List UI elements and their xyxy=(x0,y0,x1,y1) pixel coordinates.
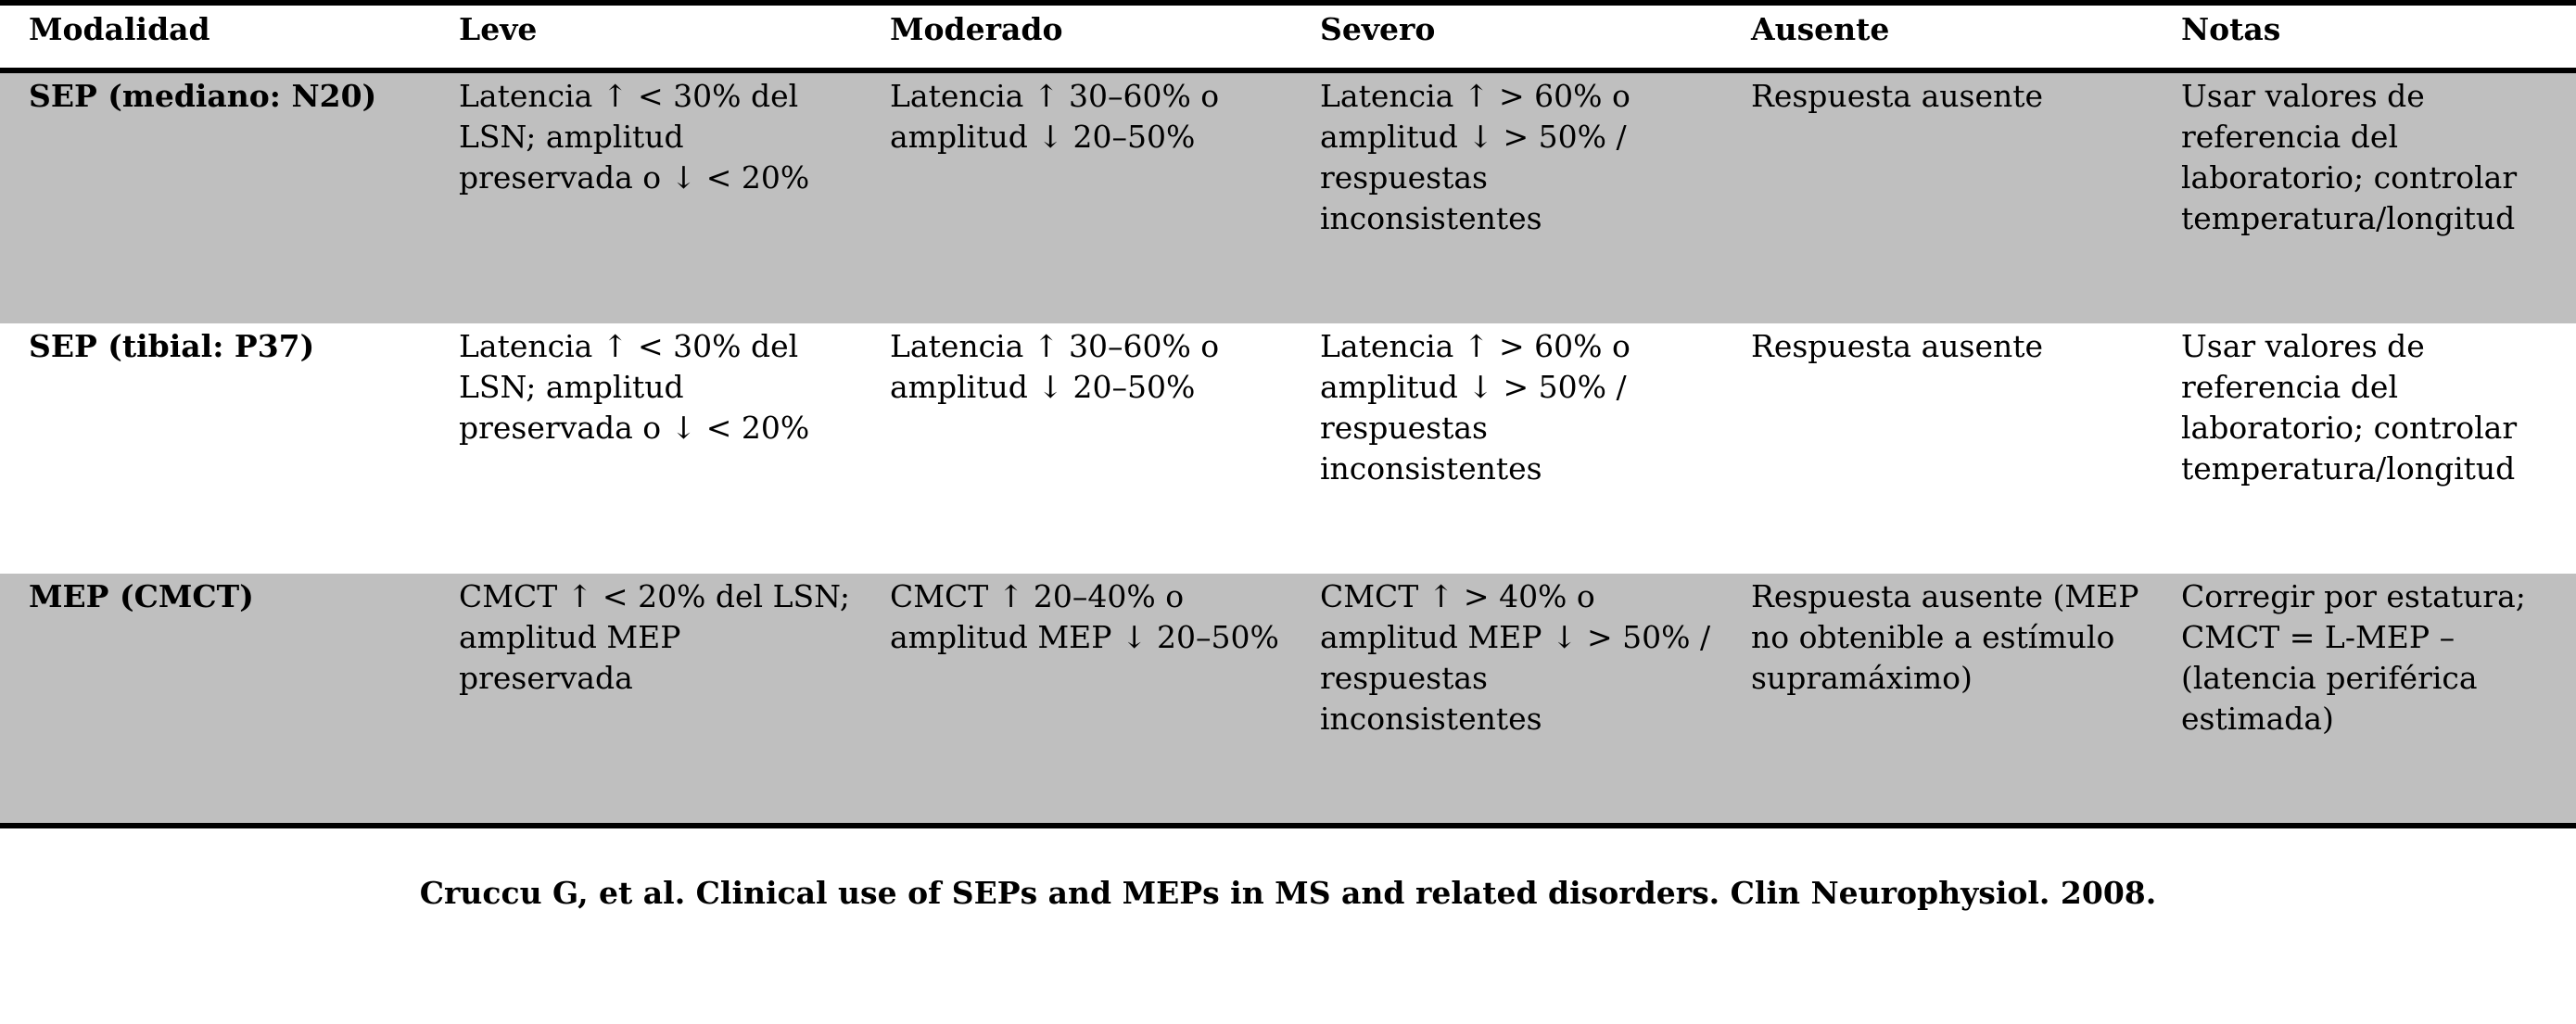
table-row: SEP (tibial: P37) Latencia ↑ < 30% del L… xyxy=(0,323,2576,574)
cell-leve: Latencia ↑ < 30% del LSN; amplitud prese… xyxy=(459,328,810,446)
cell-severo: Latencia ↑ > 60% o amplitud ↓ > 50% / re… xyxy=(1320,328,1631,487)
cell-ausente: Respuesta ausente (MEP no obtenible a es… xyxy=(1751,578,2139,696)
cell-moderado: CMCT ↑ 20–40% o amplitud MEP ↓ 20–50% xyxy=(890,578,1279,655)
cell-leve: Latencia ↑ < 30% del LSN; amplitud prese… xyxy=(459,78,810,196)
cell-notas: Corregir por estatura; CMCT = L-MEP – (l… xyxy=(2181,578,2526,737)
header-moderado: Moderado xyxy=(890,11,1063,47)
cell-leve: CMCT ↑ < 20% del LSN; amplitud MEP prese… xyxy=(459,578,850,696)
cell-notas: Usar valores de referencia del laborator… xyxy=(2181,78,2518,236)
row-modalidad-label: SEP (mediano: N20) xyxy=(29,78,377,114)
cell-severo: CMCT ↑ > 40% o amplitud MEP ↓ > 50% / re… xyxy=(1320,578,1711,737)
header-ausente: Ausente xyxy=(1751,11,1890,47)
header-notas: Notas xyxy=(2181,11,2281,47)
cell-ausente: Respuesta ausente xyxy=(1751,78,2044,114)
table-top-rule xyxy=(0,0,2576,6)
header-modalidad: Modalidad xyxy=(29,11,210,47)
cell-ausente: Respuesta ausente xyxy=(1751,328,2044,364)
row-modalidad-label: MEP (CMCT) xyxy=(29,578,254,614)
cell-moderado: Latencia ↑ 30–60% o amplitud ↓ 20–50% xyxy=(890,328,1220,405)
header-leve: Leve xyxy=(459,11,538,47)
cell-severo: Latencia ↑ > 60% o amplitud ↓ > 50% / re… xyxy=(1320,78,1631,236)
table-header-row: Modalidad Leve Moderado Severo Ausente N… xyxy=(0,6,2576,68)
citation: Cruccu G, et al. Clinical use of SEPs an… xyxy=(419,875,2157,911)
table-bottom-rule xyxy=(0,823,2576,828)
table-row: SEP (mediano: N20) Latencia ↑ < 30% del … xyxy=(0,73,2576,323)
row-modalidad-label: SEP (tibial: P37) xyxy=(29,328,315,364)
header-severo: Severo xyxy=(1320,11,1436,47)
cell-notas: Usar valores de referencia del laborator… xyxy=(2181,328,2518,487)
table-row: MEP (CMCT) CMCT ↑ < 20% del LSN; amplitu… xyxy=(0,574,2576,823)
cell-moderado: Latencia ↑ 30–60% o amplitud ↓ 20–50% xyxy=(890,78,1220,155)
table-header-rule xyxy=(0,68,2576,73)
